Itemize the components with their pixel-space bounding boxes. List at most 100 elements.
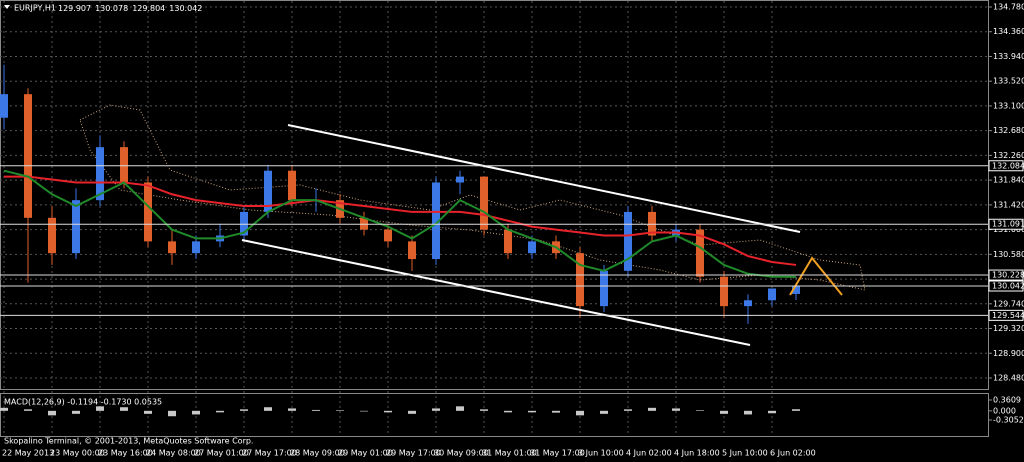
y-tick-label: 129.740 [993, 299, 1024, 308]
x-tick-label: 31 May 01:00 [482, 449, 537, 458]
macd-bar [48, 410, 56, 416]
menu-arrow[interactable] [4, 5, 10, 9]
moving-average [3, 169, 796, 278]
macd-bar [264, 407, 272, 411]
ohlc-value: 130.042 [169, 4, 202, 13]
macd-bar [240, 409, 248, 411]
level-label-box [988, 280, 1024, 292]
level-label-box [988, 160, 1024, 172]
macd-bar [744, 410, 752, 415]
macd-bar [672, 408, 680, 411]
macd-bar [360, 410, 368, 412]
level-label: 131.091 [992, 220, 1024, 229]
macd-bar [576, 410, 584, 416]
y-tick-label: 132.680 [993, 126, 1024, 135]
candle-body [504, 229, 512, 254]
candle-body [288, 170, 296, 201]
macd-bar [408, 410, 416, 414]
x-tick-label: 31 May 17:00 [530, 449, 585, 458]
macd-bar [168, 410, 176, 417]
candle-body [696, 229, 704, 277]
macd-bar [192, 410, 200, 415]
x-tick-label: 23 May 16:00 [98, 449, 153, 458]
macd-bar [552, 410, 560, 413]
candle-body [384, 229, 392, 242]
level-label-box [988, 218, 1024, 230]
macd-bar [336, 410, 344, 411]
y-tick-label: 130.580 [993, 250, 1024, 259]
projection [789, 256, 843, 296]
macd-tick-label: 0.3609 [993, 396, 1021, 405]
x-tick-label: 23 May 00:00 [50, 449, 105, 458]
macd-bar [768, 410, 776, 414]
candle-body [480, 176, 488, 230]
channel-upper [287, 124, 801, 233]
macd-bar [504, 410, 512, 413]
y-tick-label: 133.100 [993, 101, 1024, 110]
candle-body [624, 211, 632, 271]
candle-body [456, 176, 464, 183]
macd-bar [792, 409, 800, 411]
macd-bar [96, 406, 104, 411]
macd-tick-label: -0.30528 [993, 416, 1024, 425]
level-label-box [988, 309, 1024, 321]
x-tick-label: 22 May 2013 [2, 449, 54, 458]
macd-bar [600, 410, 608, 414]
x-tick-label: 4 Jun 18:00 [674, 449, 720, 458]
main-frame [0, 0, 989, 390]
x-tick-label: 28 May 09:00 [290, 449, 345, 458]
x-tick-label: 4 Jun 02:00 [626, 449, 672, 458]
y-tick-label: 132.260 [993, 151, 1024, 160]
level-label: 130.228 [992, 271, 1024, 280]
macd-bar [480, 409, 488, 411]
candle-body [144, 182, 152, 242]
macd-bar [432, 408, 440, 411]
candle-body [408, 241, 416, 260]
candle-body [360, 217, 368, 230]
ohlc-readout: 129.907 130.078 129.804 130.042 [58, 4, 202, 13]
y-tick-label: 134.360 [993, 27, 1024, 36]
macd-bar [312, 409, 320, 411]
candle-body [744, 300, 752, 307]
x-tick-label: 27 May 01:00 [194, 449, 249, 458]
macd-bar [696, 410, 704, 411]
ohlc-value: 130.078 [95, 4, 128, 13]
y-tick-label: 134.780 [993, 3, 1024, 12]
x-tick-label: 5 Jun 10:00 [722, 449, 768, 458]
level-label: 130.042 [992, 282, 1024, 291]
x-tick-label: 24 May 08:00 [146, 449, 201, 458]
y-tick-label: 133.520 [993, 77, 1024, 86]
y-tick-label: 131.420 [993, 200, 1024, 209]
level-label: 129.544 [992, 311, 1024, 320]
candle-body [576, 253, 584, 307]
candle-body [168, 241, 176, 254]
macd-bar [456, 406, 464, 411]
y-tick-label: 128.900 [993, 349, 1024, 358]
x-tick-label: 29 May 17:00 [386, 449, 441, 458]
x-tick-label: 27 May 17:00 [242, 449, 297, 458]
candle-body [48, 217, 56, 254]
macd-bar [648, 407, 656, 411]
candle-body [24, 94, 32, 218]
candle-body [720, 276, 728, 307]
y-tick-label: 133.940 [993, 52, 1024, 61]
candle-body [192, 241, 200, 254]
macd-bar [624, 409, 632, 411]
candle-body [72, 200, 80, 254]
macd-title: MACD(12,26,9) -0.1194 -0.1730 0.0535 [4, 398, 162, 407]
macd-bar [720, 410, 728, 414]
candle-body [768, 288, 776, 301]
macd-bar [72, 410, 80, 414]
macd-bar [0, 407, 8, 411]
macd-bar [120, 407, 128, 411]
y-tick-label: 128.480 [993, 374, 1024, 383]
candle-body [600, 270, 608, 307]
x-tick-label: 29 May 01:00 [338, 449, 393, 458]
x-tick-label: 3 Jun 10:00 [578, 449, 624, 458]
ohlc-value: 129.804 [132, 4, 165, 13]
macd-bar [216, 410, 224, 413]
level-label: 132.084 [992, 161, 1024, 170]
candle-body [0, 94, 8, 118]
candle-body [432, 182, 440, 260]
